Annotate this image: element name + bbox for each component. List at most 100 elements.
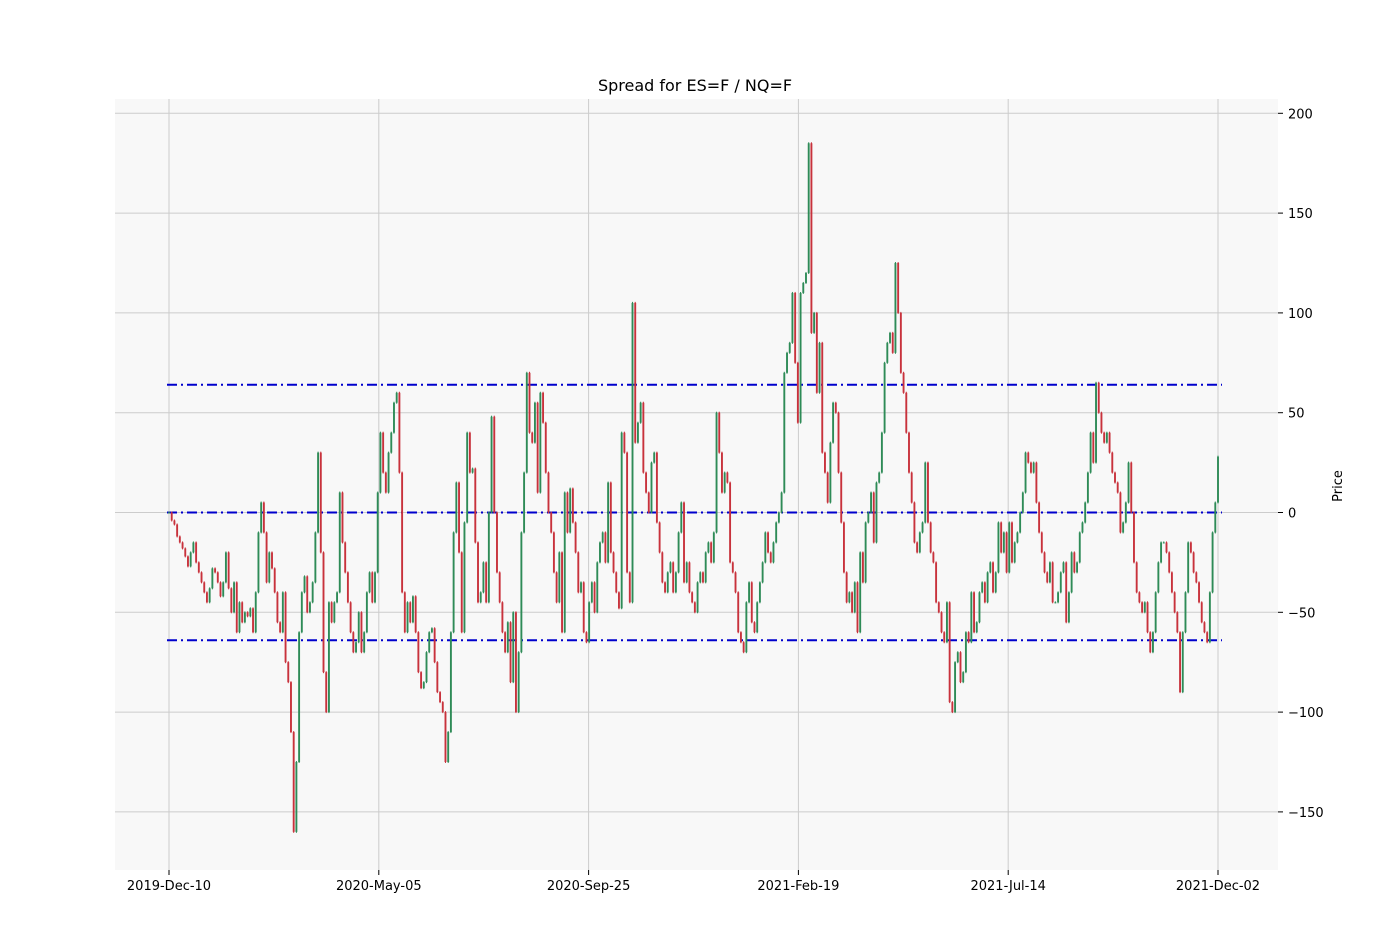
candle-body bbox=[748, 582, 751, 603]
candle-body bbox=[1108, 432, 1111, 453]
candle-body bbox=[376, 492, 379, 573]
candle-body bbox=[531, 432, 534, 443]
candle-body bbox=[1141, 602, 1144, 613]
candle-body bbox=[577, 552, 580, 593]
candle-body bbox=[306, 576, 309, 613]
candle-body bbox=[1076, 562, 1078, 573]
candle-body bbox=[1011, 522, 1013, 563]
candle-body bbox=[352, 632, 355, 653]
candle-body bbox=[905, 392, 908, 433]
candle-body bbox=[477, 542, 479, 603]
candle-body bbox=[786, 352, 788, 373]
candle-body bbox=[496, 512, 498, 573]
candle-body bbox=[181, 542, 184, 549]
candle-body bbox=[235, 582, 238, 633]
y-tick-label: −100 bbox=[1288, 706, 1324, 721]
candle-body bbox=[558, 552, 561, 603]
candle-body bbox=[699, 572, 702, 583]
candle-body bbox=[710, 542, 713, 563]
candle-body bbox=[1043, 552, 1046, 573]
candle-body bbox=[208, 588, 211, 603]
candle-body bbox=[533, 402, 536, 443]
candle-body bbox=[913, 502, 916, 543]
candle-body bbox=[829, 442, 832, 503]
candle-body bbox=[848, 592, 851, 603]
candle-body bbox=[1081, 522, 1084, 533]
candle-body bbox=[983, 582, 986, 603]
candle-body bbox=[279, 622, 282, 633]
candle-body bbox=[466, 432, 469, 523]
candle-body bbox=[257, 532, 260, 593]
candle-body bbox=[631, 302, 634, 603]
candle-body bbox=[623, 432, 626, 453]
candle-body bbox=[395, 392, 398, 403]
candle-body bbox=[1035, 462, 1038, 503]
candle-body bbox=[910, 472, 913, 503]
candle-body bbox=[322, 552, 325, 673]
candle-body bbox=[371, 572, 374, 603]
candle-body bbox=[211, 568, 214, 589]
candle-body bbox=[753, 622, 756, 633]
candle-body bbox=[1114, 472, 1116, 483]
candle-body bbox=[1100, 412, 1103, 433]
candle-body bbox=[618, 592, 620, 609]
candle-body bbox=[574, 522, 577, 553]
candle-body bbox=[1168, 552, 1171, 573]
candle-body bbox=[948, 602, 951, 703]
candle-body bbox=[338, 492, 341, 593]
candle-body bbox=[769, 552, 772, 563]
candle-body bbox=[924, 462, 927, 523]
candle-body bbox=[441, 702, 444, 713]
candle-body bbox=[1038, 502, 1041, 533]
candle-body bbox=[1057, 592, 1060, 603]
candle-body bbox=[276, 592, 279, 623]
candle-body bbox=[214, 568, 217, 573]
candle-body bbox=[669, 562, 672, 573]
candle-body bbox=[959, 652, 962, 683]
candle-body bbox=[791, 292, 794, 343]
candle-body bbox=[327, 602, 330, 713]
candle-body bbox=[1146, 602, 1149, 633]
candle-body bbox=[254, 592, 257, 633]
candle-body bbox=[412, 596, 414, 623]
candle-body bbox=[794, 292, 797, 363]
candle-body bbox=[330, 602, 333, 623]
candle-body bbox=[1200, 602, 1203, 623]
candle-body bbox=[685, 562, 688, 583]
candle-body bbox=[355, 642, 357, 653]
candle-body bbox=[989, 562, 992, 573]
candle-body bbox=[932, 552, 935, 563]
candle-body bbox=[870, 492, 872, 513]
candle-body bbox=[479, 592, 482, 603]
candle-body bbox=[661, 552, 664, 583]
candle-body bbox=[580, 582, 582, 593]
candle-body bbox=[241, 602, 244, 623]
candle-body bbox=[636, 422, 639, 443]
candle-body bbox=[880, 432, 883, 473]
candle-body bbox=[1054, 602, 1057, 604]
candle-body bbox=[973, 592, 975, 633]
candle-body bbox=[875, 482, 878, 543]
candle-body bbox=[528, 372, 531, 433]
candle-body bbox=[490, 416, 493, 513]
candle-body bbox=[525, 372, 528, 473]
candle-body bbox=[593, 582, 596, 613]
candle-body bbox=[539, 392, 542, 493]
candle-body bbox=[365, 592, 368, 633]
candle-body bbox=[721, 452, 723, 493]
candle-body bbox=[384, 472, 387, 493]
candle-body bbox=[609, 482, 612, 553]
candle-body bbox=[1062, 562, 1065, 573]
candle-body bbox=[674, 572, 677, 593]
candle-body bbox=[436, 662, 439, 693]
candle-body bbox=[1192, 552, 1195, 573]
candle-body bbox=[842, 522, 845, 573]
candle-body bbox=[363, 632, 366, 653]
candle-body bbox=[650, 462, 653, 513]
candle-body bbox=[262, 502, 265, 533]
candle-body bbox=[666, 572, 669, 593]
x-tick-label: 2021-Jul-14 bbox=[970, 879, 1045, 894]
candle-body bbox=[393, 402, 395, 433]
candle-body bbox=[1160, 542, 1163, 563]
candle-body bbox=[704, 552, 707, 583]
